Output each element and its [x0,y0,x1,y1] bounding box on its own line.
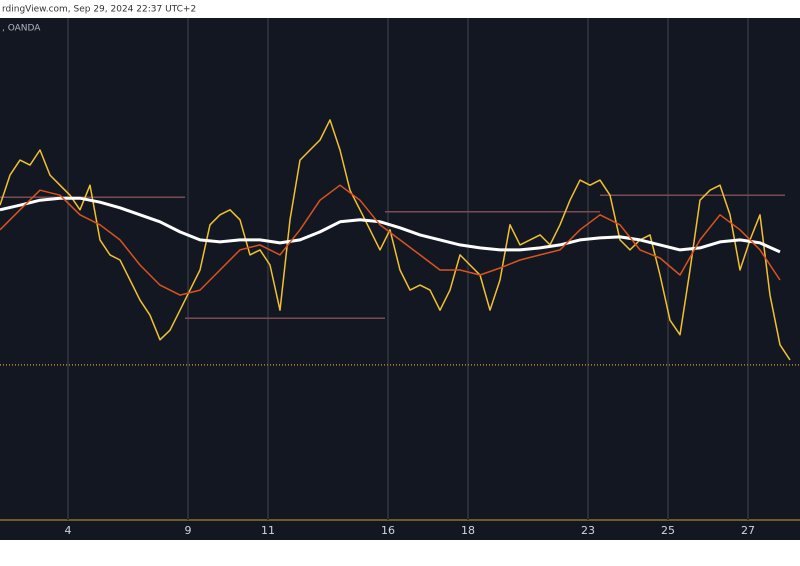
x-tick-label: 27 [741,524,755,537]
x-tick-label: 16 [381,524,395,537]
series-line [0,184,781,296]
symbol-text: , OANDA [2,24,41,34]
series-line [0,196,781,254]
chart-bg [0,18,800,540]
x-tick-label: 9 [185,524,192,537]
plot: 4 9 11 16 18 23 25 27 [0,18,800,537]
x-tick-label: 25 [661,524,675,537]
x-tick-label: 11 [261,524,275,537]
x-tick-label: 18 [461,524,475,537]
header-text: rdingView.com, Sep 29, 2024 22:37 UTC+2 [2,5,196,15]
x-tick-label: 4 [65,524,72,537]
x-tick-label: 23 [581,524,595,537]
series-line [0,119,791,361]
